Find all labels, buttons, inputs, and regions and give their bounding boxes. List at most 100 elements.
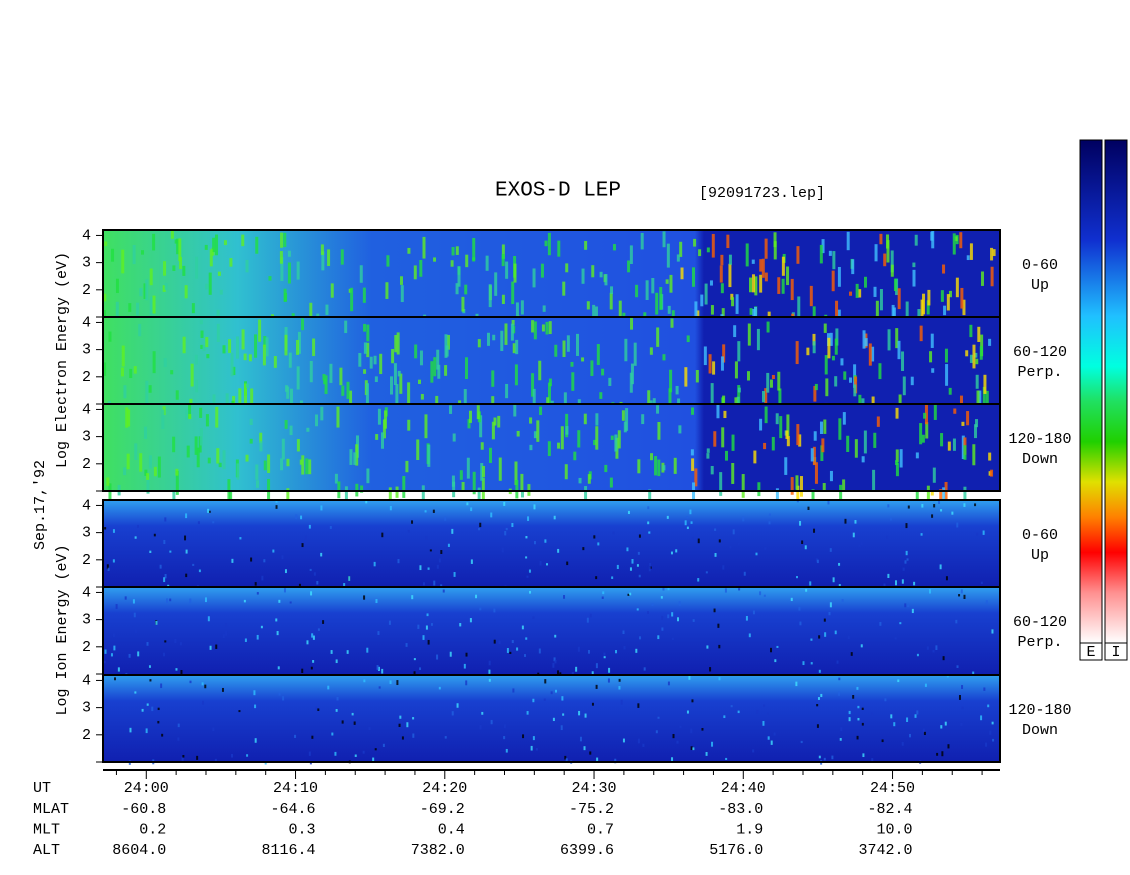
- spectrogram-cell: [972, 344, 976, 369]
- spectrogram-cell: [728, 263, 732, 288]
- spectrogram-cell: [227, 479, 231, 501]
- spectrogram-cell: [330, 283, 334, 298]
- spectrogram-cell: [524, 654, 527, 657]
- spectrogram-cell: [363, 595, 366, 600]
- spectrogram-cell: [770, 647, 773, 653]
- spectrogram-cell: [348, 576, 351, 581]
- spectrogram-cell: [593, 439, 597, 446]
- spectrogram-cell: [547, 232, 551, 256]
- spectrogram-cell: [346, 650, 349, 654]
- spectrogram-cell: [253, 690, 256, 696]
- spectrogram-cell: [444, 736, 447, 739]
- spectrogram-cell: [366, 324, 370, 342]
- spectrogram-cell: [112, 559, 115, 563]
- spectrogram-cell: [697, 538, 700, 544]
- spectrogram-cell: [943, 305, 947, 316]
- spectrogram-cell: [491, 370, 495, 387]
- spectrogram-cell: [786, 414, 790, 437]
- spectrogram-cell: [115, 301, 119, 322]
- spectrogram-cell: [959, 232, 963, 249]
- spectrogram-cell: [858, 289, 862, 298]
- spectrogram-cell: [554, 344, 558, 357]
- spectrogram-cell: [405, 460, 409, 473]
- spectrogram-cell: [603, 652, 606, 656]
- panel-sublabel: Down: [1022, 722, 1058, 739]
- spectrogram-cell: [249, 418, 253, 426]
- spectrogram-cell: [629, 567, 632, 571]
- spectrogram-cell: [212, 237, 216, 253]
- spectrogram-cell: [643, 312, 647, 319]
- spectrogram-cell: [775, 488, 779, 501]
- spectrogram-cell: [922, 293, 926, 315]
- spectrogram-cell: [145, 380, 149, 405]
- spectrogram-cell: [919, 423, 923, 445]
- spectrogram-cell: [388, 620, 391, 625]
- spectrogram-cell: [472, 471, 476, 495]
- spectrogram-cell: [873, 432, 877, 448]
- spectrogram-cell: [260, 625, 263, 629]
- spectrogram-cell: [194, 436, 198, 455]
- spectrogram-cell: [465, 652, 468, 657]
- spectrogram-cell: [315, 414, 319, 427]
- spectrogram-cell: [863, 430, 867, 454]
- spectrogram-cell: [631, 558, 634, 564]
- spectrogram-cell: [912, 262, 916, 268]
- spectrogram-cell: [335, 659, 338, 664]
- spectrogram-cell: [781, 256, 785, 276]
- spectrogram-cell: [349, 390, 353, 404]
- spectrogram-cell: [673, 457, 677, 474]
- spectrogram-cell: [961, 685, 964, 690]
- spectrogram-cell: [675, 385, 679, 395]
- spectrogram-cell: [378, 686, 381, 689]
- spectrogram-cell: [940, 509, 943, 512]
- spectrogram-cell: [396, 680, 399, 686]
- spectrogram-cell: [438, 686, 441, 690]
- spectrogram-cell: [189, 680, 192, 684]
- panel-sublabel: Perp.: [1017, 634, 1062, 651]
- spectrogram-cell: [172, 490, 176, 504]
- spectrogram-cell: [340, 249, 344, 265]
- spectrogram-cell: [721, 427, 725, 448]
- spectrogram-cell: [625, 408, 629, 431]
- spectrogram-cell: [436, 349, 440, 370]
- spectrogram-cell: [578, 710, 581, 716]
- spectrogram-cell: [184, 535, 187, 541]
- spectrogram-cell: [301, 455, 305, 475]
- spectrogram-cell: [638, 574, 641, 578]
- row-value: -69.2: [420, 801, 465, 818]
- spectrogram-cell: [944, 348, 948, 363]
- spectrogram-cell: [657, 716, 660, 719]
- spectrogram-cell: [163, 261, 167, 276]
- spectrogram-cell: [175, 468, 179, 476]
- spectrogram-cell: [962, 299, 966, 316]
- spectrogram-cell: [422, 635, 425, 640]
- spectrogram-cell: [843, 371, 847, 380]
- spectrogram-cell: [214, 758, 217, 763]
- spectrogram-cell: [179, 642, 182, 646]
- spectrogram-cell: [669, 274, 673, 293]
- spectrogram-cell: [515, 339, 519, 355]
- spectrogram-cell: [527, 484, 531, 496]
- spectrogram-cell: [639, 636, 642, 640]
- spectrogram-cell: [872, 469, 876, 491]
- spectrogram-cell: [622, 738, 625, 743]
- spectrogram-cell: [138, 323, 142, 337]
- spectrogram-cell: [589, 751, 592, 755]
- spectrogram-cell: [648, 531, 651, 534]
- spectrogram-cell: [679, 241, 683, 257]
- spectrogram-cell: [951, 511, 954, 515]
- spectrogram-cell: [320, 406, 324, 421]
- spectrogram-cell: [932, 467, 936, 483]
- spectrogram-cell: [377, 408, 381, 425]
- spectrogram-cell: [477, 339, 481, 348]
- spectrogram-cell: [394, 335, 398, 353]
- spectrogram-cell: [604, 274, 608, 286]
- spectrogram-cell: [947, 744, 950, 749]
- spectrogram-cell: [530, 745, 533, 751]
- spectrogram-cell: [858, 394, 862, 406]
- spectrogram-cell: [591, 671, 594, 676]
- spectrogram-cell: [317, 708, 320, 711]
- spectrogram-cell: [921, 434, 925, 443]
- spectrogram-cell: [525, 536, 528, 539]
